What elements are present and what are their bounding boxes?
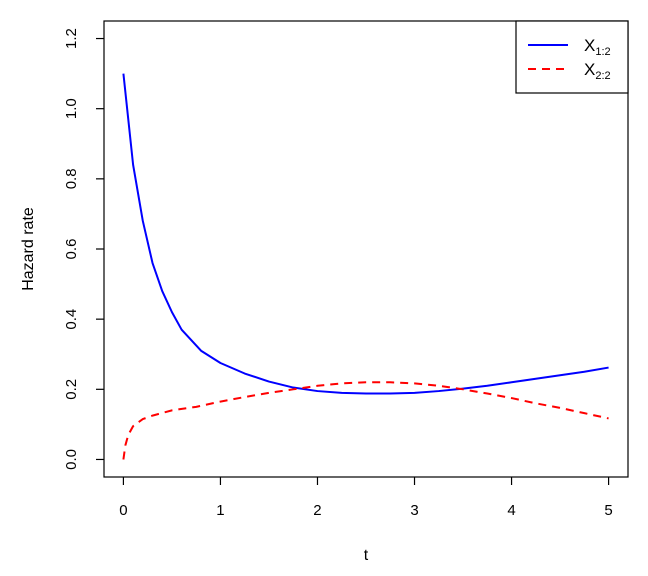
x-axis: 0 1 2 3 4 5 [119,477,613,519]
x-axis-label: t [364,547,369,564]
y-tick-label: 1.2 [63,28,80,49]
legend-entry-name: X [584,60,595,79]
x-tick-label: 2 [313,502,321,519]
legend-entry-subscript: 2:2 [595,70,610,82]
series-layer [122,73,609,460]
legend-entry-1: X1:2 [584,36,611,58]
x-tick-label: 1 [216,502,224,519]
y-tick-label: 0.8 [63,168,80,189]
x-tick-label: 3 [410,502,418,519]
legend-entry-name: X [584,36,595,55]
y-tick-label: 1.0 [63,98,80,119]
legend-box [515,20,629,94]
y-axis-label: Hazard rate [20,207,37,291]
legend: X1:2X2:2 [515,20,629,94]
x-tick-label: 4 [507,502,515,519]
y-tick-label: 0.4 [63,309,80,330]
y-tick-label: 0.2 [63,379,80,400]
y-axis: 0.0 0.2 0.4 0.6 0.8 1.0 1.2 [63,28,104,470]
x-tick-label: 0 [119,502,127,519]
series-line-2 [122,381,609,460]
y-tick-label: 0.0 [63,449,80,470]
y-tick-label: 0.6 [63,239,80,260]
x-tick-label: 5 [604,502,612,519]
series-line-1 [122,73,609,395]
legend-entry-2: X2:2 [584,60,611,82]
legend-entry-subscript: 1:2 [595,46,610,58]
